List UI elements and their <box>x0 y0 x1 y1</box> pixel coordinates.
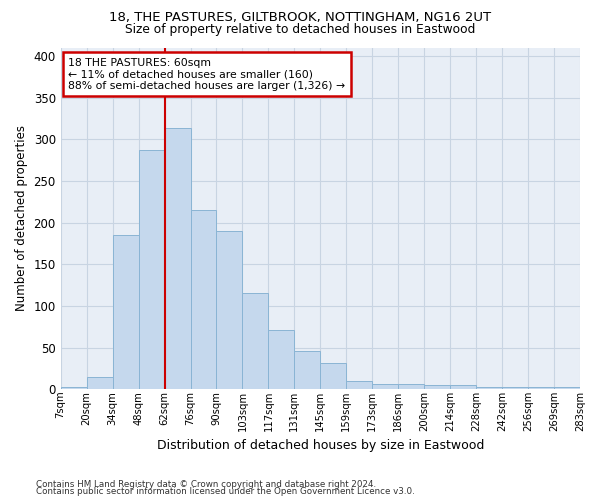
Bar <box>164 128 191 390</box>
Bar <box>191 210 217 390</box>
Bar <box>217 231 242 390</box>
Bar <box>528 387 554 390</box>
Bar <box>139 150 164 390</box>
Bar <box>242 292 268 390</box>
Bar <box>424 385 450 390</box>
Text: 18, THE PASTURES, GILTBROOK, NOTTINGHAM, NG16 2UT: 18, THE PASTURES, GILTBROOK, NOTTINGHAM,… <box>109 11 491 24</box>
Bar <box>476 387 502 390</box>
Bar <box>398 384 424 390</box>
Bar <box>61 387 86 390</box>
Bar <box>320 362 346 390</box>
Bar <box>372 384 398 390</box>
Text: Size of property relative to detached houses in Eastwood: Size of property relative to detached ho… <box>125 24 475 36</box>
Bar <box>554 387 580 390</box>
Bar <box>268 330 295 390</box>
Bar <box>295 351 320 390</box>
Bar <box>86 377 113 390</box>
Bar <box>450 385 476 390</box>
Text: Contains public sector information licensed under the Open Government Licence v3: Contains public sector information licen… <box>36 488 415 496</box>
Text: 18 THE PASTURES: 60sqm
← 11% of detached houses are smaller (160)
88% of semi-de: 18 THE PASTURES: 60sqm ← 11% of detached… <box>68 58 346 90</box>
X-axis label: Distribution of detached houses by size in Eastwood: Distribution of detached houses by size … <box>157 440 484 452</box>
Bar <box>502 387 528 390</box>
Text: Contains HM Land Registry data © Crown copyright and database right 2024.: Contains HM Land Registry data © Crown c… <box>36 480 376 489</box>
Y-axis label: Number of detached properties: Number of detached properties <box>15 126 28 312</box>
Bar <box>346 381 372 390</box>
Bar <box>113 235 139 390</box>
